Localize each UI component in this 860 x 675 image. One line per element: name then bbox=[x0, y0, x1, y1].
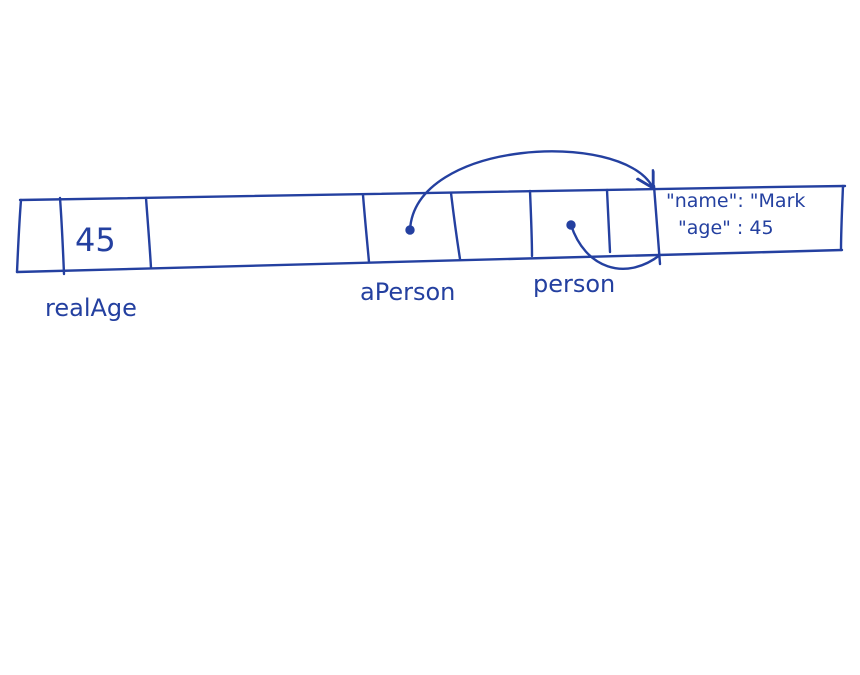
cell-divider bbox=[449, 191, 462, 261]
realAge-label: realAge bbox=[45, 294, 137, 322]
heap-region-divider bbox=[652, 184, 662, 266]
memory-strip-right-edge bbox=[839, 184, 845, 252]
cell-divider bbox=[144, 196, 153, 270]
realAge-cell-value: 45 bbox=[75, 221, 116, 259]
memory-strip-bottom-edge bbox=[15, 248, 844, 274]
memory-strip-top-edge bbox=[18, 184, 847, 202]
cell-divider bbox=[361, 193, 371, 264]
heap-object-name-line: "name": "Mark bbox=[666, 190, 805, 212]
heap-object-age-line: "age" : 45 bbox=[678, 217, 774, 239]
aPerson-reference-arrow bbox=[408, 150, 652, 232]
cell-divider bbox=[605, 188, 612, 254]
memory-strip-left-edge bbox=[15, 198, 23, 274]
aPerson-label: aPerson bbox=[360, 278, 455, 306]
cell-divider bbox=[58, 196, 66, 276]
person-label: person bbox=[533, 270, 615, 298]
cell-divider bbox=[528, 189, 534, 258]
person-reference-arrow bbox=[569, 223, 662, 270]
